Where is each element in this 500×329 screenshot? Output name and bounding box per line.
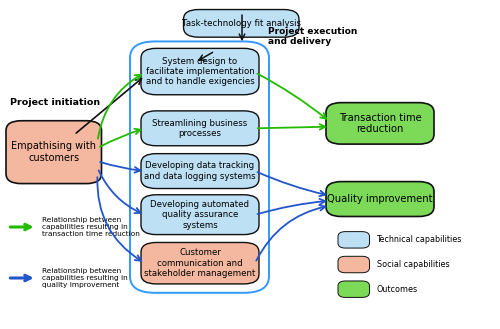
Text: Relationship between
capabilities resulting in
transaction time reduction: Relationship between capabilities result… — [42, 217, 140, 237]
FancyBboxPatch shape — [141, 111, 259, 146]
FancyBboxPatch shape — [326, 182, 434, 216]
FancyBboxPatch shape — [141, 154, 259, 189]
Text: Relationship between
capabilities resulting in
quality improvement: Relationship between capabilities result… — [42, 268, 127, 288]
FancyBboxPatch shape — [141, 48, 259, 95]
Text: Quality improvement: Quality improvement — [327, 194, 433, 204]
Text: Developing automated
quality assurance
systems: Developing automated quality assurance s… — [150, 200, 250, 230]
Text: Project execution
and delivery: Project execution and delivery — [268, 27, 357, 46]
FancyBboxPatch shape — [338, 256, 370, 273]
Text: Empathising with
customers: Empathising with customers — [11, 141, 96, 163]
Text: Project initiation: Project initiation — [10, 98, 100, 107]
Text: Developing data tracking
and data logging systems: Developing data tracking and data loggin… — [144, 162, 256, 181]
Text: Task-technology fit analysis: Task-technology fit analysis — [182, 19, 301, 28]
FancyBboxPatch shape — [326, 103, 434, 144]
FancyBboxPatch shape — [141, 195, 259, 235]
Text: System design to
facilitate implementation
and to handle exigencies: System design to facilitate implementati… — [146, 57, 254, 87]
FancyBboxPatch shape — [184, 10, 299, 37]
Text: Social capabilities: Social capabilities — [376, 260, 449, 269]
Text: Outcomes: Outcomes — [376, 285, 418, 294]
FancyBboxPatch shape — [338, 281, 370, 297]
FancyBboxPatch shape — [338, 232, 370, 248]
Text: Streamlining business
processes: Streamlining business processes — [152, 119, 248, 138]
Text: Technical capabilities: Technical capabilities — [376, 235, 462, 244]
FancyBboxPatch shape — [141, 242, 259, 284]
Text: Customer
communication and
stakeholder management: Customer communication and stakeholder m… — [144, 248, 256, 278]
FancyBboxPatch shape — [6, 121, 102, 184]
Text: Transaction time
reduction: Transaction time reduction — [338, 113, 421, 134]
